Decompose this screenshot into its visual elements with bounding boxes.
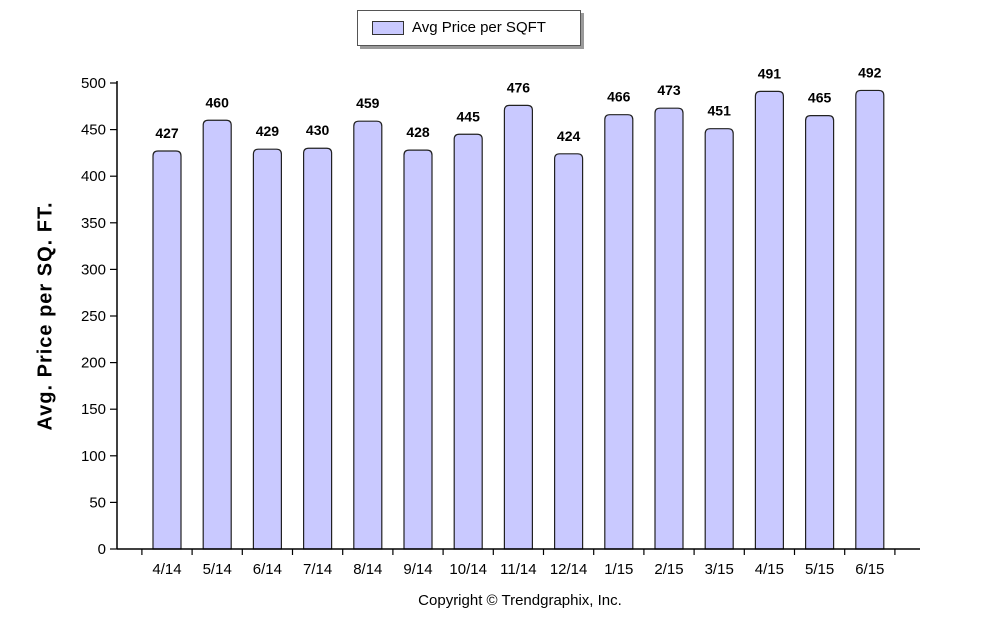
- bar: [604, 114, 634, 550]
- x-tick-label: 9/14: [403, 561, 432, 578]
- y-tick-label: 250: [81, 308, 106, 325]
- bar: [503, 104, 533, 550]
- data-label: 445: [457, 108, 481, 124]
- bar: [855, 89, 885, 550]
- bar: [252, 148, 282, 550]
- x-tick-label: 5/14: [203, 561, 232, 578]
- y-tick-label: 500: [81, 75, 106, 92]
- bar: [754, 90, 784, 550]
- data-label: 459: [356, 95, 380, 111]
- bar: [303, 147, 333, 550]
- y-tick-label: 450: [81, 122, 106, 139]
- x-tick-label: 6/14: [253, 561, 282, 578]
- data-label: 460: [206, 94, 230, 110]
- data-label: 428: [406, 124, 430, 140]
- data-label: 430: [306, 122, 330, 138]
- legend-swatch: [372, 21, 404, 35]
- value-labels-group: 427 460 429 430 459 428 445 476 424 466 473 451 491 4…: [155, 64, 881, 143]
- x-tick-label: 4/15: [755, 561, 784, 578]
- bar: [403, 149, 433, 550]
- y-tick-label: 0: [98, 541, 106, 558]
- x-tick-label: 1/15: [604, 561, 633, 578]
- x-tick-label: 7/14: [303, 561, 332, 578]
- data-label: 424: [557, 128, 581, 144]
- bar: [202, 119, 232, 550]
- bar: [704, 128, 734, 550]
- data-label: 476: [507, 79, 531, 95]
- bar: [152, 150, 182, 550]
- axes-group: [116, 81, 920, 550]
- x-tick-label: 6/15: [855, 561, 884, 578]
- copyright-footer: Copyright © Trendgraphix, Inc.: [418, 592, 622, 609]
- data-label: 429: [256, 123, 280, 139]
- y-axis-title: Avg. Price per SQ. FT.: [34, 201, 57, 431]
- y-tick-label: 100: [81, 448, 106, 465]
- x-ticks-group: 4/14 5/14 6/14 7/14 8/14 9/14 10/14 11/14 12/14 1…: [141, 549, 896, 578]
- bars-group: [152, 89, 885, 550]
- x-tick-label: 5/15: [805, 561, 834, 578]
- data-label: 491: [758, 65, 782, 81]
- x-tick-label: 10/14: [449, 561, 487, 578]
- data-label: 466: [607, 89, 631, 105]
- data-label: 465: [808, 90, 832, 106]
- y-tick-label: 400: [81, 168, 106, 185]
- bar: [353, 120, 383, 550]
- data-label: 492: [858, 64, 882, 80]
- legend-label: Avg Price per SQFT: [412, 19, 546, 36]
- bar: [654, 107, 684, 550]
- y-tick-label: 350: [81, 215, 106, 232]
- data-label: 473: [657, 82, 681, 98]
- legend: Avg Price per SQFT: [357, 10, 581, 46]
- bar: [805, 115, 835, 550]
- bar: [453, 133, 483, 550]
- y-tick-label: 200: [81, 355, 106, 372]
- data-label: 451: [708, 103, 732, 119]
- x-tick-label: 12/14: [550, 561, 588, 578]
- y-tick-label: 150: [81, 401, 106, 418]
- y-tick-label: 300: [81, 261, 106, 278]
- x-tick-label: 4/14: [152, 561, 181, 578]
- x-tick-label: 8/14: [353, 561, 382, 578]
- y-ticks-group: 0 50 100 150 200 250 300 350 400 450 500: [81, 75, 117, 558]
- x-tick-label: 2/15: [654, 561, 683, 578]
- data-label: 427: [155, 125, 179, 141]
- y-tick-label: 50: [89, 494, 106, 511]
- x-tick-label: 11/14: [500, 561, 536, 578]
- x-tick-label: 3/15: [705, 561, 734, 578]
- bar: [554, 153, 584, 550]
